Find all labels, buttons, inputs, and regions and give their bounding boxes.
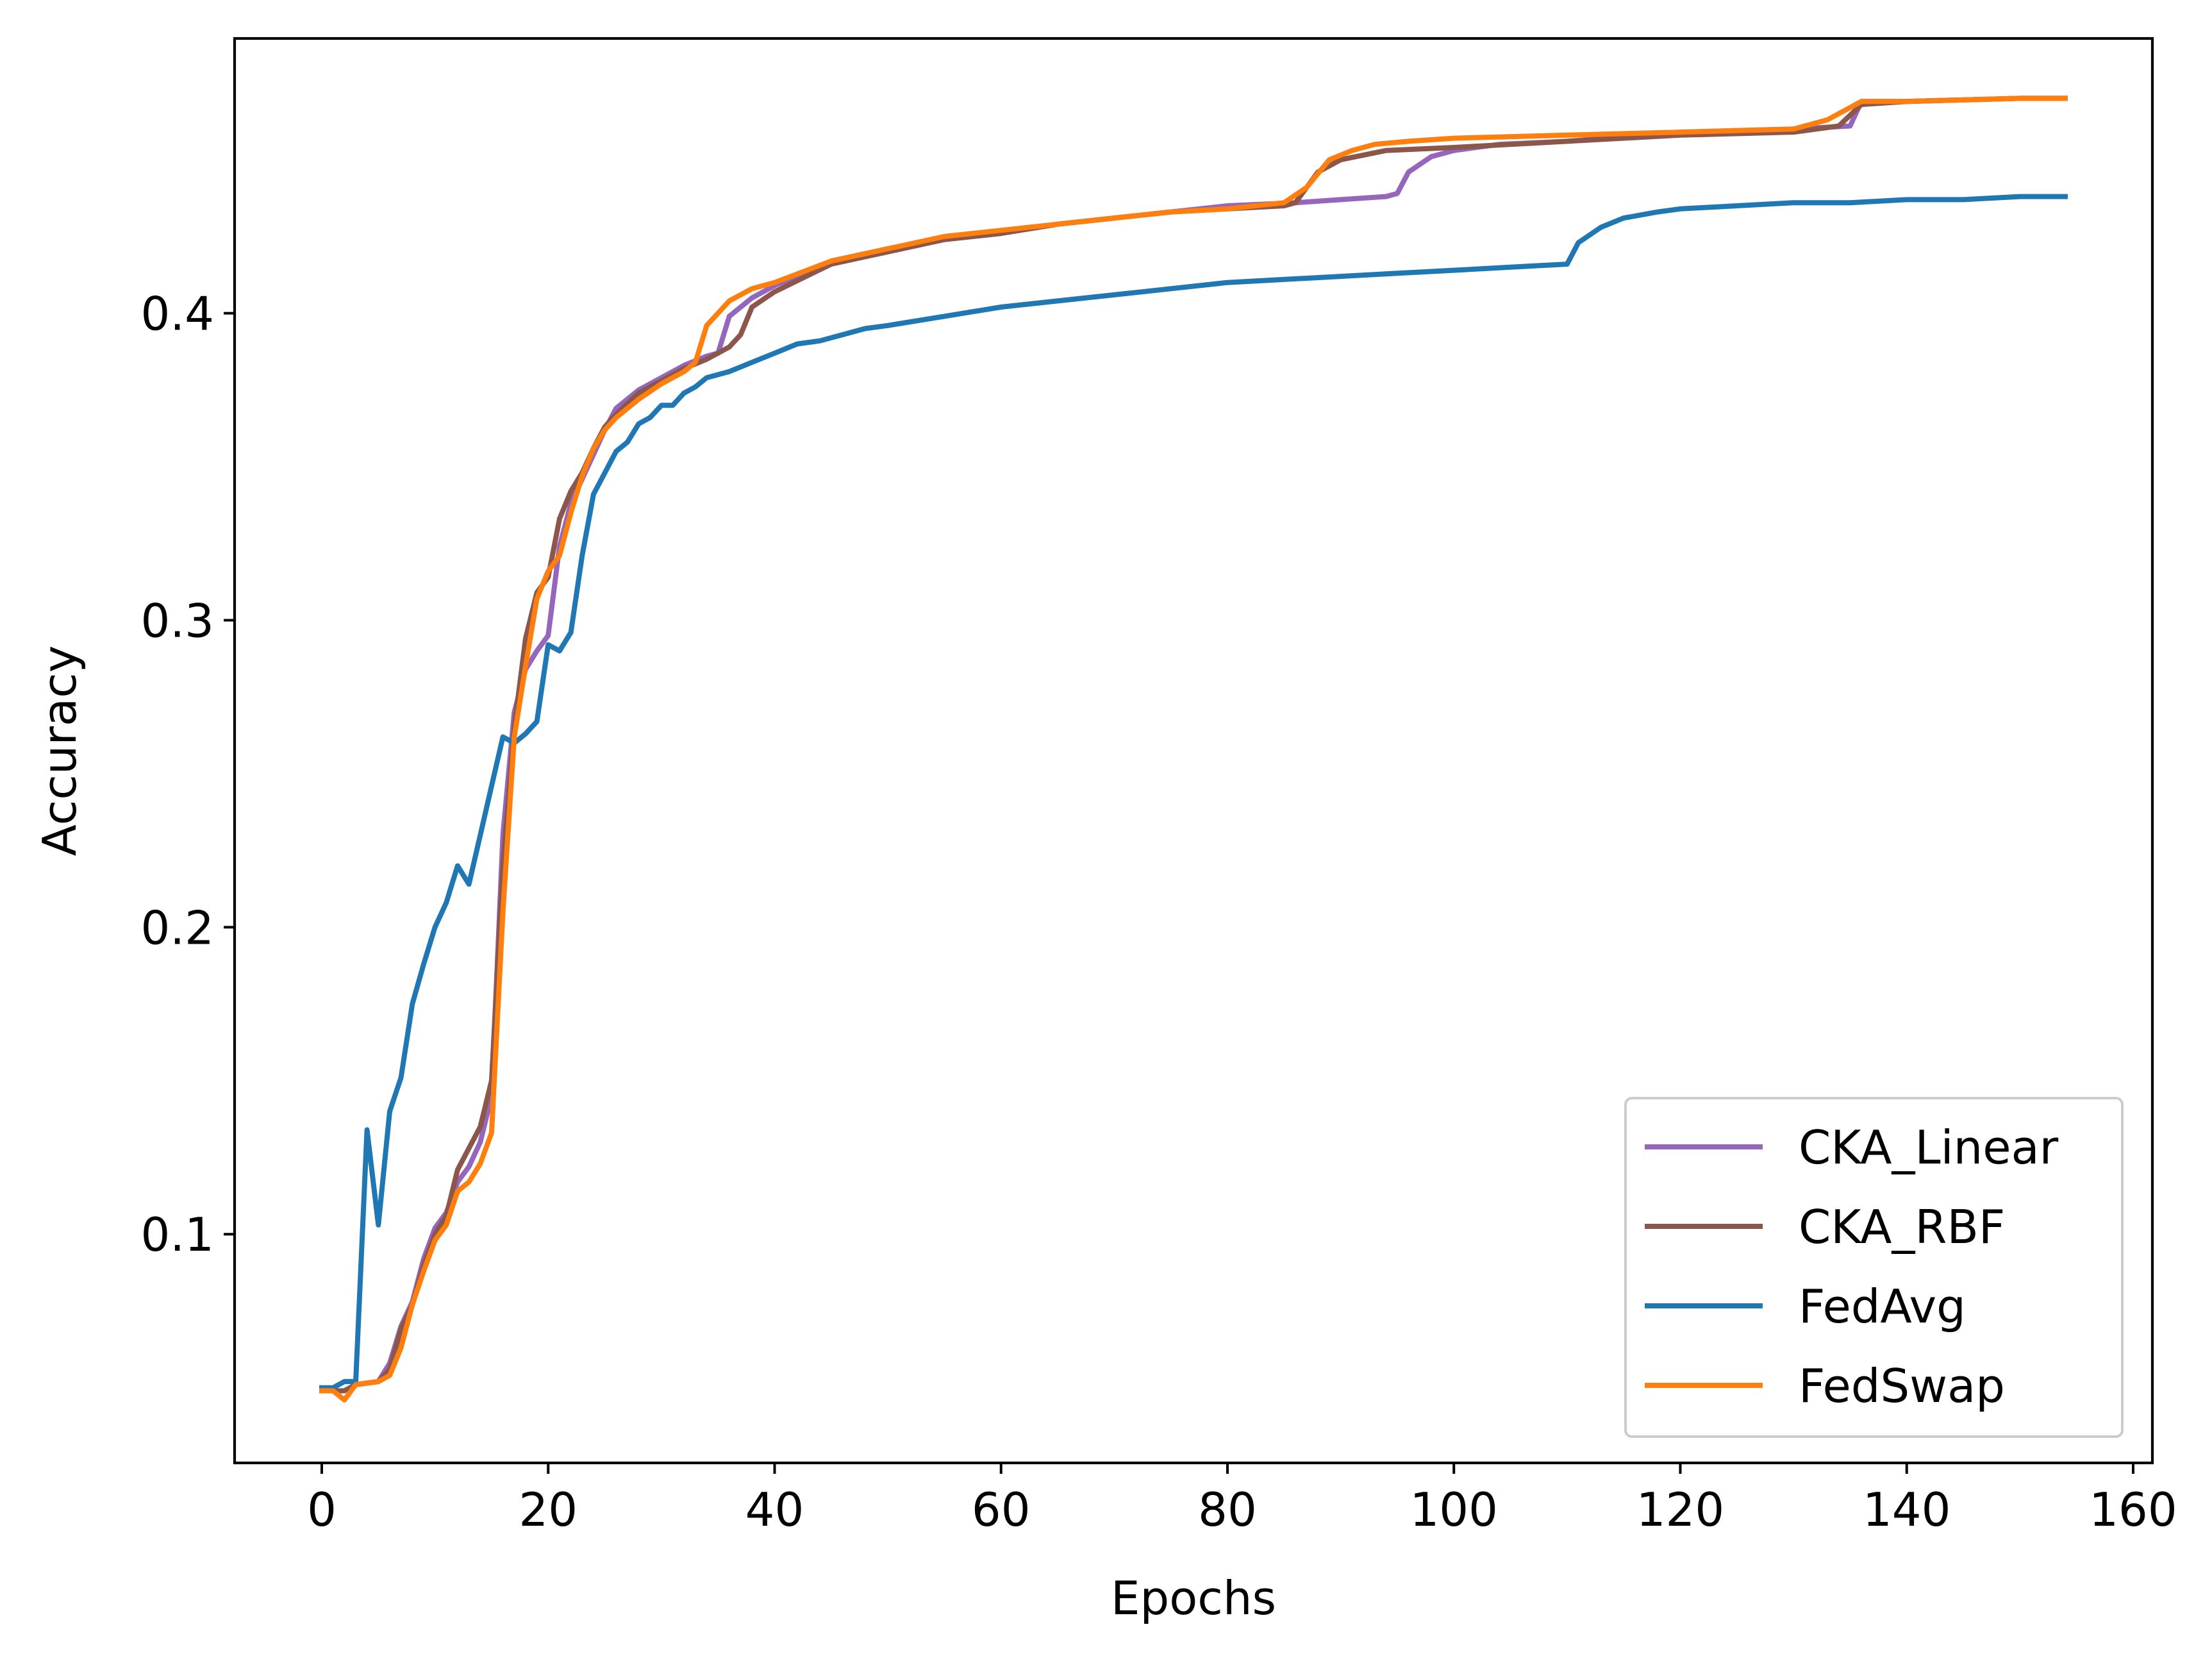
series-line-fedavg <box>319 194 2068 1390</box>
y-tick-label: 0.1 <box>140 1208 214 1262</box>
y-ticks: 0.1 0.2 0.3 0.4 <box>140 287 235 1262</box>
x-ticks: 0 20 40 60 80 100 120 140 160 <box>307 1463 2177 1537</box>
y-tick-label: 0.4 <box>140 287 214 341</box>
legend-label: CKA_Linear <box>1799 1121 2059 1174</box>
x-tick-label: 120 <box>1636 1483 1724 1537</box>
x-tick-label: 0 <box>307 1483 337 1537</box>
x-tick-label: 140 <box>1863 1483 1950 1537</box>
plot-lines <box>319 96 2068 1403</box>
legend-label: FedSwap <box>1799 1359 2005 1413</box>
legend-label: CKA_RBF <box>1799 1200 2005 1254</box>
x-tick-label: 20 <box>519 1483 578 1537</box>
x-tick-label: 100 <box>1410 1483 1498 1537</box>
y-axis-label: Accuracy <box>33 646 87 856</box>
series-line-fedswap <box>319 96 2068 1403</box>
legend-box <box>1624 1097 2124 1438</box>
y-tick-label: 0.3 <box>140 594 214 647</box>
x-tick-label: 160 <box>2089 1483 2177 1537</box>
y-tick-label: 0.2 <box>140 901 214 955</box>
x-tick-label: 60 <box>972 1483 1031 1537</box>
legend: CKA_Linear CKA_RBF FedAvg FedSwap <box>1624 1097 2124 1438</box>
x-axis-label: Epochs <box>1111 1571 1276 1625</box>
x-tick-label: 40 <box>745 1483 804 1537</box>
legend-label: FedAvg <box>1799 1280 1966 1333</box>
axes-frame <box>233 37 2154 1465</box>
x-tick-label: 80 <box>1198 1483 1257 1537</box>
